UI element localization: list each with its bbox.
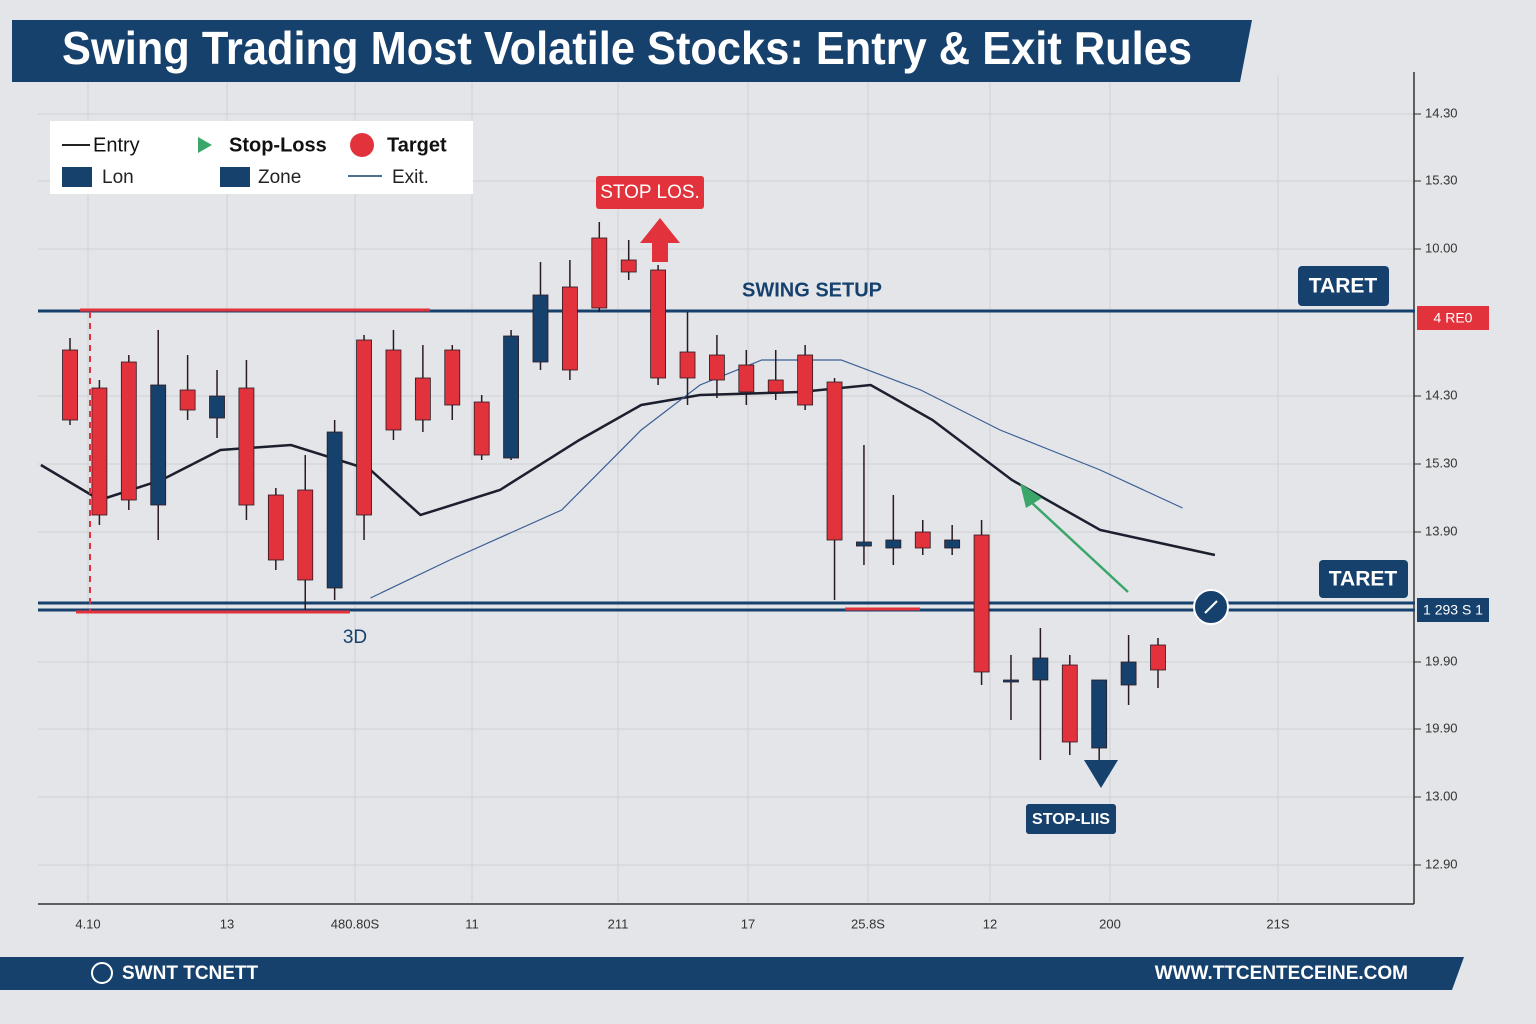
indicator-line — [370, 359, 1183, 599]
candle-body — [385, 349, 402, 431]
candle-body — [503, 335, 519, 459]
plot — [38, 222, 1415, 760]
x-tick-label: 21S — [1266, 916, 1289, 931]
footer-band — [0, 957, 1464, 990]
legend-swatch — [198, 137, 212, 153]
annotation: 3D — [343, 627, 367, 648]
y-tick-label: 15.30 — [1425, 455, 1458, 470]
y-tick-label: 13.00 — [1425, 788, 1458, 803]
candle-body — [414, 377, 431, 421]
x-tick-label: 17 — [741, 916, 755, 931]
annotation-box — [1298, 266, 1389, 306]
y-tick-label: 14.30 — [1425, 387, 1458, 402]
candle-body — [856, 541, 872, 547]
exit-marker-icon — [1204, 600, 1218, 614]
candle-body — [1003, 679, 1019, 683]
legend-swatch — [62, 167, 92, 187]
annotation: SWING SETUP — [742, 279, 882, 301]
annotation-box — [1026, 804, 1116, 834]
candle-body — [150, 384, 167, 506]
legend-label: Target — [387, 134, 447, 156]
level-label: 4 RE0 — [1434, 310, 1473, 326]
legend-swatch — [350, 133, 374, 157]
candle-body — [1032, 657, 1049, 681]
candle-body — [650, 269, 667, 379]
down-arrow — [1084, 760, 1118, 788]
y-tick-label: 13.90 — [1425, 523, 1458, 538]
x-tick-label: 12 — [983, 916, 997, 931]
legend-label: Lon — [102, 167, 134, 188]
annotation: TARET — [1309, 275, 1378, 298]
candle-body — [62, 349, 78, 421]
chart-title: Swing Trading Most Volatile Stocks: Entr… — [62, 22, 1192, 74]
x-tick-label: 11 — [465, 916, 479, 931]
x-tick-label: 480.80S — [331, 916, 380, 931]
title-banner — [12, 20, 1252, 82]
annotation: STOP-LIIS — [1032, 811, 1110, 828]
annotation-box — [1319, 560, 1408, 598]
indicator-line — [40, 383, 1216, 557]
annotation: STOP LOS. — [600, 182, 700, 203]
candle-body — [826, 381, 843, 541]
annotation-box — [596, 176, 704, 209]
y-tick-label: 19.90 — [1425, 653, 1458, 668]
candle-body — [797, 354, 814, 406]
y-tick-label: 19.90 — [1425, 720, 1458, 735]
x-tick-label: 25.8S — [851, 916, 885, 931]
candle-body — [444, 349, 461, 406]
candle-body — [1120, 661, 1137, 686]
footer-right: WWW.TTCENTECEINE.COM — [1155, 963, 1408, 984]
candle-body — [620, 259, 637, 273]
candle-body — [561, 286, 578, 371]
annotation: TARET — [1329, 568, 1398, 591]
candle-body — [179, 389, 196, 411]
legend-label: Stop-Loss — [229, 134, 327, 156]
candle-body — [1061, 664, 1078, 743]
candle-body — [297, 489, 314, 581]
candle-body — [591, 237, 608, 309]
candle-body — [1150, 644, 1166, 671]
x-tick-label: 13 — [220, 916, 234, 931]
candle-body — [120, 361, 137, 501]
candle-body — [885, 539, 902, 549]
y-tick-label: 15.30 — [1425, 172, 1458, 187]
green-arrow-head — [1020, 483, 1042, 508]
candle-body — [973, 534, 990, 673]
candle-body — [1091, 679, 1108, 749]
candle-body — [767, 379, 784, 393]
candle-body — [238, 387, 255, 506]
y-tick-label: 12.90 — [1425, 856, 1458, 871]
candle-body — [356, 339, 372, 516]
candle-body — [738, 364, 755, 393]
green-arrow — [1031, 502, 1129, 593]
y-tick-label: 14.30 — [1425, 105, 1458, 120]
x-tick-label: 200 — [1099, 916, 1121, 931]
legend-label: Exit. — [392, 167, 429, 188]
legend-swatch — [220, 167, 250, 187]
x-tick-label: 211 — [608, 916, 629, 931]
candle-body — [532, 294, 549, 363]
level-label-box — [1417, 598, 1489, 622]
candle-body — [944, 539, 961, 549]
candle-body — [709, 354, 725, 381]
candle-body — [679, 351, 696, 379]
candle-body — [326, 431, 343, 589]
y-tick-label: 10.00 — [1425, 240, 1458, 255]
candle-body — [209, 395, 225, 419]
legend-label: Entry — [93, 134, 140, 156]
candle-body — [914, 531, 931, 549]
level-label-box — [1417, 306, 1489, 330]
candle-body — [91, 387, 108, 516]
legend-label: Zone — [258, 167, 301, 188]
level-label: 1 293 S 1 — [1423, 602, 1483, 618]
footer-left: SWNT TCNETT — [122, 963, 259, 984]
x-tick-label: 4.10 — [75, 916, 100, 931]
candle-body — [267, 494, 284, 561]
up-arrow — [640, 218, 680, 262]
candle-body — [473, 401, 490, 456]
legend — [50, 121, 473, 194]
footer-icon — [91, 962, 113, 984]
